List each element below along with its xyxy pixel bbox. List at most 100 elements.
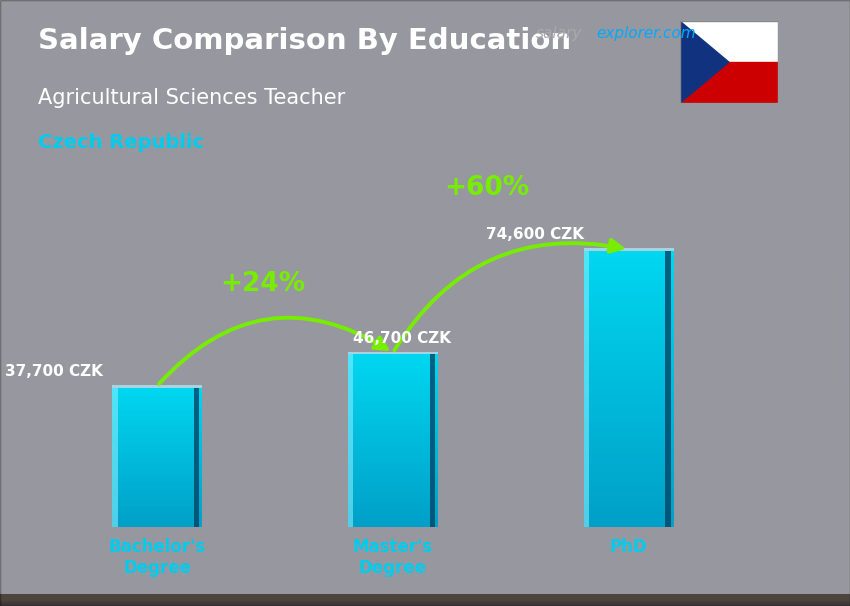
Bar [584, 330, 673, 334]
Bar [348, 406, 438, 409]
Bar [584, 353, 673, 357]
Bar [112, 494, 202, 497]
Bar [0, 595, 850, 601]
Bar [348, 501, 438, 504]
Bar [0, 596, 850, 602]
Bar [348, 496, 438, 498]
Bar [112, 518, 202, 520]
Bar [0, 599, 850, 605]
Bar [584, 477, 673, 481]
Bar [584, 421, 673, 426]
Bar [112, 453, 202, 455]
Bar [584, 325, 673, 330]
Text: 74,600 CZK: 74,600 CZK [486, 227, 584, 242]
Bar [348, 475, 438, 478]
Bar [348, 470, 438, 473]
Bar [112, 504, 202, 506]
Text: Average Monthly Salary: Average Monthly Salary [827, 271, 837, 395]
Bar [680, 62, 778, 103]
Bar [112, 435, 202, 436]
Bar [0, 599, 850, 605]
Bar [0, 594, 850, 601]
Bar [0, 598, 850, 604]
Bar [0, 600, 850, 606]
Bar [112, 441, 202, 444]
Bar [584, 362, 673, 366]
Bar [112, 502, 202, 504]
Bar [0, 598, 850, 604]
Bar [348, 450, 438, 452]
Bar [112, 497, 202, 499]
Bar [0, 599, 850, 605]
Bar [0, 595, 850, 601]
Text: Salary Comparison By Education: Salary Comparison By Education [38, 27, 571, 55]
Bar [348, 409, 438, 412]
Text: +24%: +24% [221, 271, 306, 297]
Bar [0, 594, 850, 601]
Bar [348, 360, 438, 363]
Bar [112, 418, 202, 421]
Bar [112, 506, 202, 508]
Bar [584, 371, 673, 376]
Bar [0, 596, 850, 602]
Bar [112, 520, 202, 522]
Bar [0, 599, 850, 605]
Bar [348, 398, 438, 401]
Bar [0, 597, 850, 603]
Polygon shape [680, 21, 728, 103]
Bar [348, 478, 438, 481]
Bar [0, 596, 850, 602]
Bar [112, 471, 202, 474]
Bar [584, 357, 673, 362]
Bar [584, 426, 673, 431]
Bar [0, 598, 850, 604]
Bar [112, 399, 202, 402]
Bar [0, 599, 850, 605]
Bar [0, 598, 850, 604]
Bar [348, 412, 438, 415]
Bar [112, 444, 202, 446]
Bar [584, 454, 673, 458]
Bar [584, 376, 673, 380]
Bar [0, 596, 850, 602]
Bar [0, 594, 850, 600]
Bar [0, 598, 850, 604]
Bar [0, 600, 850, 606]
Bar [0, 595, 850, 601]
Bar [0, 599, 850, 605]
Bar [0, 595, 850, 601]
Bar [0, 594, 850, 600]
Bar [584, 463, 673, 467]
Bar [112, 450, 202, 453]
Bar [584, 499, 673, 504]
Text: +60%: +60% [445, 175, 530, 201]
Text: Czech Republic: Czech Republic [38, 133, 204, 152]
Bar [112, 436, 202, 439]
Bar [112, 411, 202, 413]
Bar [584, 270, 673, 275]
Bar [0, 599, 850, 605]
Bar [112, 397, 202, 399]
Bar [348, 490, 438, 493]
Bar [0, 596, 850, 602]
Bar [348, 481, 438, 484]
Bar [348, 366, 438, 369]
Text: salary: salary [536, 26, 581, 41]
Bar [348, 429, 438, 432]
Bar [348, 524, 438, 527]
Text: Agricultural Sciences Teacher: Agricultural Sciences Teacher [38, 88, 345, 108]
Bar [584, 509, 673, 513]
Bar [0, 595, 850, 601]
Bar [348, 467, 438, 470]
Bar [584, 458, 673, 463]
Bar [348, 504, 438, 507]
Bar [348, 510, 438, 513]
Bar [0, 594, 850, 601]
Bar [112, 462, 202, 464]
Bar [0, 598, 850, 604]
Text: 46,700 CZK: 46,700 CZK [353, 331, 451, 345]
Bar [348, 427, 438, 429]
Bar [0, 594, 850, 601]
Bar [348, 375, 438, 378]
Bar [348, 464, 438, 467]
